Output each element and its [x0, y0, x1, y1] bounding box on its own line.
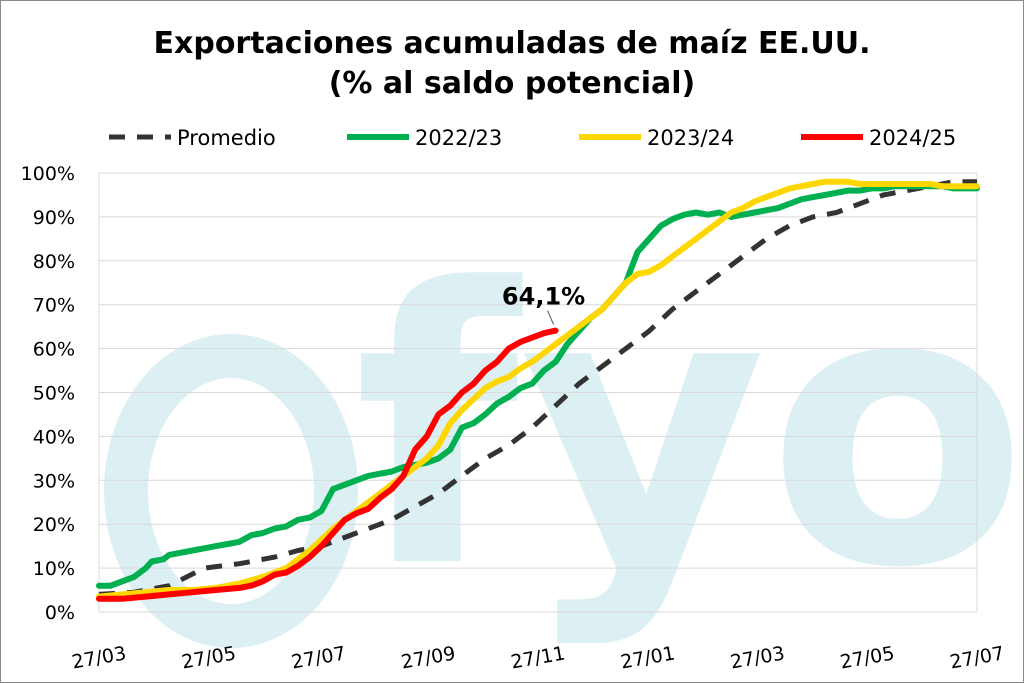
watermark-layer: fyo — [104, 208, 1023, 651]
y-tick-label: 10% — [33, 558, 75, 580]
watermark-text: fyo — [354, 208, 1023, 651]
y-tick-label: 100% — [21, 163, 75, 185]
x-tick-label: 27/05 — [180, 642, 238, 673]
x-tick-label: 27/07 — [290, 642, 348, 673]
legend: Promedio 2022/23 2023/24 2024/25 — [109, 126, 956, 150]
y-tick-label: 70% — [33, 295, 75, 317]
series-layer — [96, 178, 980, 602]
x-tick-label: 27/03 — [70, 642, 128, 673]
y-tick-label: 30% — [33, 470, 75, 492]
y-tick-label: 50% — [33, 383, 75, 405]
legend-label: Promedio — [177, 126, 276, 150]
gridlines — [99, 172, 977, 613]
legend-label: 2022/23 — [415, 126, 502, 150]
series-line-2022-23 — [96, 183, 980, 589]
chart-title-line1: Exportaciones acumuladas de maíz EE.UU. — [154, 26, 871, 61]
x-axis: 27/03 27/05 27/07 27/09 27/11 27/01 27/03 27/05… — [70, 642, 1006, 673]
y-tick-label: 20% — [33, 514, 75, 536]
series-line-promedio — [98, 179, 977, 597]
y-tick-label: 0% — [45, 602, 75, 624]
legend-label: 2024/25 — [869, 126, 956, 150]
annotation-label: 64,1% — [502, 283, 585, 311]
legend-label: 2023/24 — [647, 126, 734, 150]
series-line-2024-25 — [96, 327, 559, 602]
y-tick-label: 60% — [33, 339, 75, 361]
y-axis: 0% 10% 20% 30% 40% 50% 60% 70% 80% 90% 100% — [21, 163, 978, 624]
y-tick-label: 40% — [33, 426, 75, 448]
annotation-leader — [547, 310, 555, 325]
y-tick-label: 90% — [33, 207, 75, 229]
chart-title-line2: (% al saldo potencial) — [329, 66, 696, 101]
annotation-layer: 64,1% — [502, 283, 585, 325]
y-tick-label: 80% — [33, 251, 75, 273]
